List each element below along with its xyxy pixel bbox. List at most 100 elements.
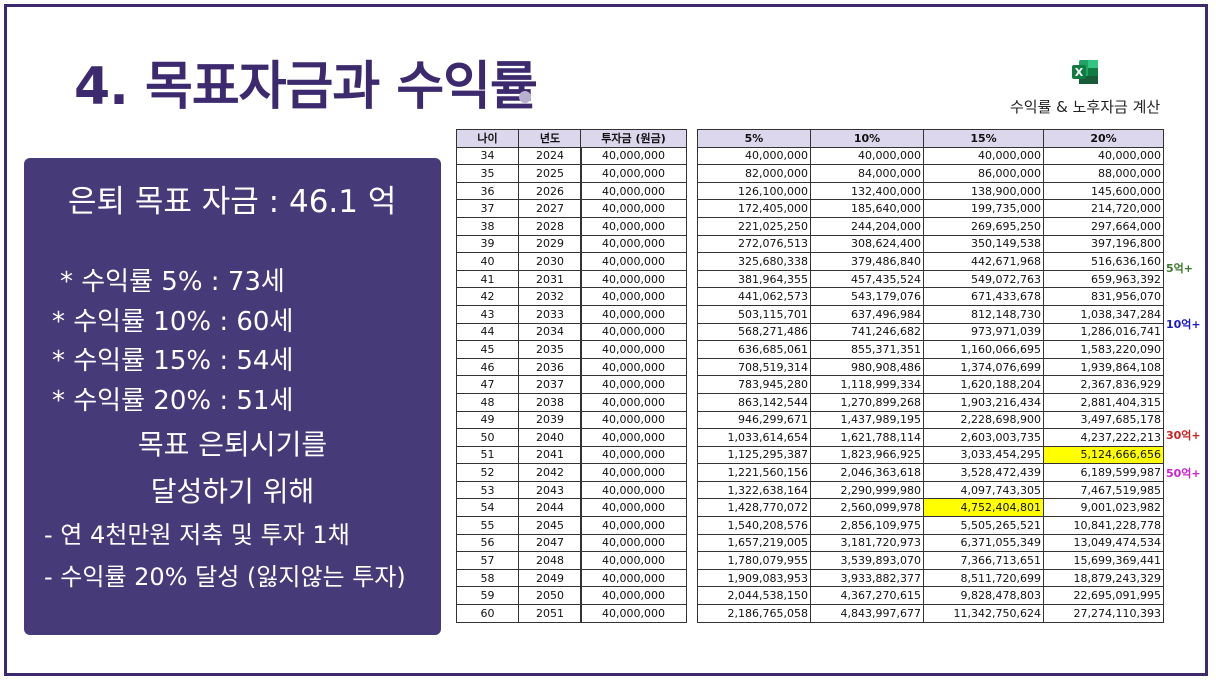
- return-cell-5pct: 1,428,770,072: [697, 498, 811, 518]
- year-cell: 2029: [518, 234, 582, 254]
- table-row: 1,657,219,005 3,181,720,973 6,371,055,349 1…: [697, 533, 1164, 553]
- return-cell-20pct: 9,001,023,982: [1043, 498, 1164, 518]
- table-row: 221,025,250 244,204,000 269,695,250 297,664…: [697, 216, 1164, 236]
- milestone-label: 5억+: [1166, 262, 1193, 276]
- year-cell: 2039: [518, 410, 582, 430]
- return-cell-15pct: 7,366,713,651: [923, 551, 1044, 570]
- return-cell-15pct: 2,228,698,900: [923, 410, 1044, 430]
- table-row: 40,000,000: [580, 164, 687, 183]
- year-cell: 2031: [518, 269, 582, 289]
- return-cell-20pct: 145,600,000: [1043, 181, 1164, 201]
- return-cell-10pct: 132,400,000: [810, 181, 924, 201]
- table-row: 568,271,486 741,246,682 973,971,039 1,286,0…: [697, 322, 1164, 342]
- return-cell-20pct: 1,939,864,108: [1043, 357, 1164, 377]
- table-row: 1,909,083,953 3,933,882,377 8,511,720,699 1…: [697, 568, 1164, 588]
- table-row: 34 2024: [456, 146, 582, 166]
- bullet-20pct: * 수익률 20% : 51세: [52, 386, 294, 416]
- return-cell-15pct: 1,903,216,434: [923, 392, 1044, 412]
- table-row: 40,000,000: [580, 392, 687, 412]
- return-cell-20pct: 1,038,347,284: [1043, 304, 1164, 324]
- return-cell-5pct: 221,025,250: [697, 216, 811, 236]
- return-table: 5% 10% 15% 20% 40,000,000 40,000,000 40,00…: [697, 129, 1164, 623]
- age-cell: 53: [456, 480, 519, 500]
- return-cell-5pct: 40,000,000: [697, 146, 811, 166]
- age-cell: 36: [456, 181, 519, 201]
- principal-cell: 40,000,000: [580, 516, 687, 535]
- return-cell-10pct: 4,367,270,615: [810, 586, 924, 606]
- return-cell-10pct: 308,624,400: [810, 234, 924, 254]
- return-cell-10pct: 244,204,000: [810, 216, 924, 236]
- return-cell-15pct: 11,342,750,624: [923, 604, 1044, 623]
- principal-cell: 40,000,000: [580, 428, 687, 447]
- table-row: 863,142,544 1,270,899,268 1,903,216,434 2,8…: [697, 392, 1164, 412]
- return-cell-10pct: 3,933,882,377: [810, 568, 924, 588]
- table-row: 40,000,000: [580, 604, 687, 623]
- table-row: 40,000,000: [580, 375, 687, 394]
- principal-cell: 40,000,000: [580, 586, 687, 606]
- return-cell-5pct: 381,964,355: [697, 269, 811, 289]
- return-cell-10pct: 2,560,099,978: [810, 498, 924, 518]
- return-cell-5pct: 172,405,000: [697, 199, 811, 218]
- table-row: 40,000,000 40,000,000 40,000,000 40,000,000: [697, 146, 1164, 166]
- return-cell-15pct: 9,828,478,803: [923, 586, 1044, 606]
- goal-line-1: 목표 은퇴시기를: [137, 428, 328, 461]
- plan-item-2: - 수익률 20% 달성 (잃지않는 투자): [44, 563, 406, 591]
- table-row: 40,000,000: [580, 216, 687, 236]
- year-cell: 2033: [518, 304, 582, 324]
- page-title: 4. 목표자금과 수익률: [74, 57, 538, 117]
- age-cell: 35: [456, 164, 519, 183]
- return-cell-10pct: 2,046,363,618: [810, 463, 924, 482]
- return-cell-15pct: 671,433,678: [923, 287, 1044, 306]
- table-row: 441,062,573 543,179,076 671,433,678 831,956…: [697, 287, 1164, 306]
- excel-icon[interactable]: X: [1071, 59, 1099, 85]
- return-cell-15pct: 1,160,066,695: [923, 340, 1044, 359]
- return-cell-20pct: 831,956,070: [1043, 287, 1164, 306]
- table-row: 39 2029: [456, 234, 582, 254]
- bullet-5pct: * 수익률 5% : 73세: [60, 267, 285, 297]
- table-row: 40,000,000: [580, 568, 687, 588]
- return-cell-10pct: 855,371,351: [810, 340, 924, 359]
- milestone-label: 50억+: [1166, 466, 1201, 480]
- return-cell-20pct: 516,636,160: [1043, 252, 1164, 271]
- return-cell-10pct: 543,179,076: [810, 287, 924, 306]
- table-row: 40,000,000: [580, 428, 687, 447]
- table-row: 325,680,338 379,486,840 442,671,968 516,636…: [697, 252, 1164, 271]
- header-15pct: 15%: [923, 129, 1044, 148]
- table-row: 708,519,314 980,908,486 1,374,076,699 1,939…: [697, 357, 1164, 377]
- return-cell-5pct: 1,540,208,576: [697, 516, 811, 535]
- table-row: 40,000,000: [580, 516, 687, 535]
- year-cell: 2026: [518, 181, 582, 201]
- return-cell-10pct: 84,000,000: [810, 164, 924, 183]
- table-row: 37 2027: [456, 199, 582, 218]
- return-cell-5pct: 708,519,314: [697, 357, 811, 377]
- principal-cell: 40,000,000: [580, 252, 687, 271]
- age-cell: 60: [456, 604, 519, 623]
- return-cell-15pct: 973,971,039: [923, 322, 1044, 342]
- age-cell: 47: [456, 375, 519, 394]
- age-cell: 49: [456, 410, 519, 430]
- table-row: 50 2040: [456, 428, 582, 447]
- return-cell-15pct: 549,072,763: [923, 269, 1044, 289]
- age-cell: 37: [456, 199, 519, 218]
- return-cell-10pct: 379,486,840: [810, 252, 924, 271]
- table-row: 1,125,295,387 1,823,966,925 3,033,454,295 5…: [697, 445, 1164, 465]
- return-cell-5pct: 82,000,000: [697, 164, 811, 183]
- principal-cell: 40,000,000: [580, 498, 687, 518]
- return-cell-20pct: 13,049,474,534: [1043, 533, 1164, 553]
- year-cell: 2038: [518, 392, 582, 412]
- return-cell-10pct: 4,843,997,677: [810, 604, 924, 623]
- header-year: 년도: [518, 129, 582, 148]
- excel-link-label[interactable]: 수익률 & 노후자금 계산: [1010, 98, 1161, 116]
- table-row: 35 2025: [456, 164, 582, 183]
- return-cell-20pct: 1,286,016,741: [1043, 322, 1164, 342]
- return-cell-15pct: 5,505,265,521: [923, 516, 1044, 535]
- return-cell-15pct: 1,374,076,699: [923, 357, 1044, 377]
- principal-cell: 40,000,000: [580, 463, 687, 482]
- return-cell-10pct: 1,437,989,195: [810, 410, 924, 430]
- return-cell-10pct: 1,118,999,334: [810, 375, 924, 394]
- table-row: 48 2038: [456, 392, 582, 412]
- table-row: 1,221,560,156 2,046,363,618 3,528,472,439 6…: [697, 463, 1164, 482]
- age-cell: 44: [456, 322, 519, 342]
- table-row: 41 2031: [456, 269, 582, 289]
- principal-cell: 40,000,000: [580, 304, 687, 324]
